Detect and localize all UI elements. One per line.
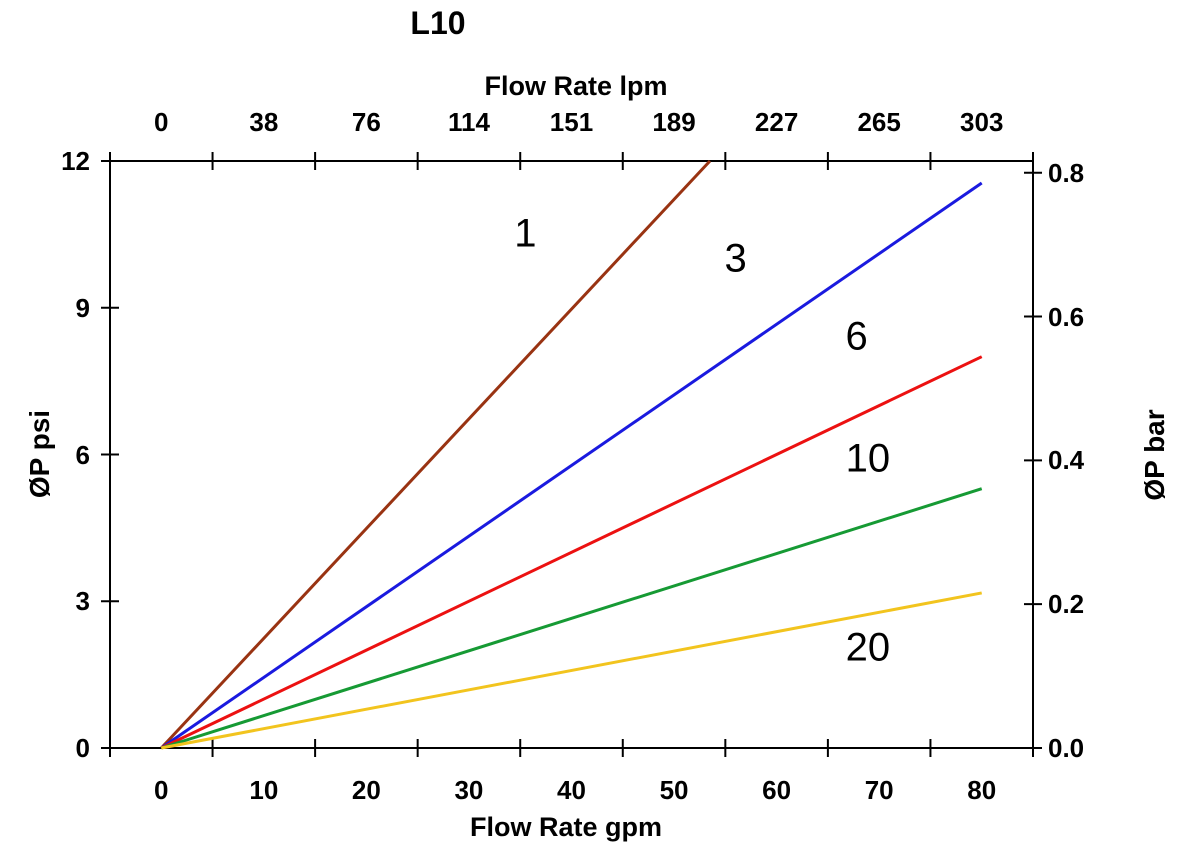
bottom-tick-label: 10 [249, 775, 279, 805]
chart-title: L10 [410, 5, 466, 41]
series-line-6 [160, 355, 983, 750]
plot-border [109, 160, 1034, 749]
top-tick-label: 0 [154, 107, 169, 137]
bottom-tick-label: 70 [864, 775, 894, 805]
curve-label-20: 20 [845, 625, 891, 670]
top-tick-label: 265 [857, 107, 901, 137]
right-tick-label: 0.6 [1048, 301, 1085, 332]
right-tick-label: 0.0 [1048, 733, 1085, 763]
left-tick-label: 0 [75, 733, 90, 763]
top-tick-label: 303 [960, 107, 1004, 137]
top-axis-title: Flow Rate lpm [484, 71, 668, 101]
series-line-3 [160, 181, 983, 750]
left-tick-label: 9 [75, 292, 90, 323]
left-tick-label: 12 [61, 146, 90, 176]
curve-label-1: 1 [514, 211, 537, 256]
bottom-tick-label: 0 [154, 775, 169, 805]
bottom-tick-label: 60 [762, 775, 792, 805]
bottom-tick-label: 50 [659, 775, 689, 805]
bottom-tick-label: 30 [454, 775, 484, 805]
bottom-tick-label: 80 [967, 775, 997, 805]
top-tick-label: 151 [549, 107, 594, 137]
top-tick-label: 38 [249, 107, 279, 137]
series-line-1 [160, 159, 712, 750]
curve-label-10: 10 [845, 436, 891, 481]
right-tick-label: 0.8 [1048, 157, 1085, 188]
series-line-20 [160, 591, 983, 750]
right-tick-label: 0.2 [1048, 589, 1085, 620]
top-tick-label: 114 [447, 107, 490, 137]
right-tick-label: 0.4 [1048, 445, 1085, 476]
curve-label-3: 3 [724, 236, 747, 281]
left-tick-label: 6 [75, 439, 90, 470]
top-tick-label: 189 [652, 107, 696, 137]
top-tick-label: 227 [754, 107, 799, 137]
bottom-tick-label: 40 [557, 775, 586, 805]
left-tick-label: 3 [75, 586, 90, 617]
top-tick-label: 76 [351, 107, 381, 137]
series-line-10 [160, 487, 983, 750]
bottom-axis-title: Flow Rate gpm [469, 812, 663, 842]
curve-label-6: 6 [845, 314, 868, 359]
bottom-tick-label: 20 [351, 775, 381, 805]
